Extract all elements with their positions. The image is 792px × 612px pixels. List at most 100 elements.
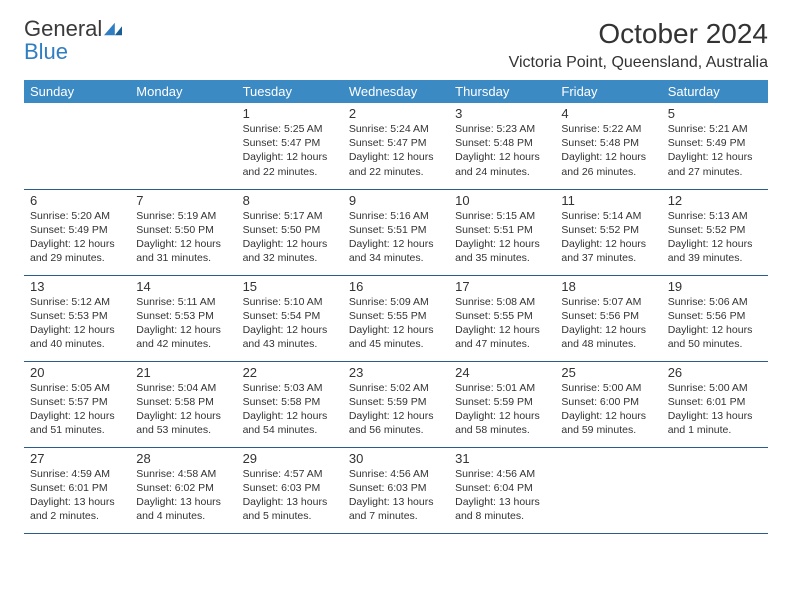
sunrise-line: Sunrise: 5:03 AM bbox=[243, 381, 337, 395]
logo: General Blue bbox=[24, 18, 122, 64]
sunrise-line: Sunrise: 5:09 AM bbox=[349, 295, 443, 309]
sunrise-line: Sunrise: 5:12 AM bbox=[30, 295, 124, 309]
day-number: 16 bbox=[349, 279, 443, 294]
daylight-line: Daylight: 12 hours and 48 minutes. bbox=[561, 323, 655, 351]
sunset-line: Sunset: 5:49 PM bbox=[30, 223, 124, 237]
day-number: 4 bbox=[561, 106, 655, 121]
sunset-line: Sunset: 5:47 PM bbox=[243, 136, 337, 150]
sunrise-line: Sunrise: 4:56 AM bbox=[349, 467, 443, 481]
sunset-line: Sunset: 5:50 PM bbox=[243, 223, 337, 237]
daylight-line: Daylight: 12 hours and 22 minutes. bbox=[243, 150, 337, 178]
day-cell: 18Sunrise: 5:07 AMSunset: 5:56 PMDayligh… bbox=[555, 275, 661, 361]
sunset-line: Sunset: 6:01 PM bbox=[30, 481, 124, 495]
day-header-mon: Monday bbox=[130, 80, 236, 103]
sunrise-line: Sunrise: 5:00 AM bbox=[561, 381, 655, 395]
day-number: 30 bbox=[349, 451, 443, 466]
day-number: 31 bbox=[455, 451, 549, 466]
daylight-line: Daylight: 12 hours and 51 minutes. bbox=[30, 409, 124, 437]
day-cell: 22Sunrise: 5:03 AMSunset: 5:58 PMDayligh… bbox=[237, 361, 343, 447]
calendar-table: Sunday Monday Tuesday Wednesday Thursday… bbox=[24, 80, 768, 534]
daylight-line: Daylight: 12 hours and 40 minutes. bbox=[30, 323, 124, 351]
day-number: 7 bbox=[136, 193, 230, 208]
logo-word2: Blue bbox=[24, 39, 68, 64]
day-cell: 17Sunrise: 5:08 AMSunset: 5:55 PMDayligh… bbox=[449, 275, 555, 361]
day-number: 8 bbox=[243, 193, 337, 208]
sunrise-line: Sunrise: 4:59 AM bbox=[30, 467, 124, 481]
day-cell: 2Sunrise: 5:24 AMSunset: 5:47 PMDaylight… bbox=[343, 103, 449, 189]
sunset-line: Sunset: 5:58 PM bbox=[243, 395, 337, 409]
day-number: 20 bbox=[30, 365, 124, 380]
sunrise-line: Sunrise: 5:07 AM bbox=[561, 295, 655, 309]
day-header-sat: Saturday bbox=[662, 80, 768, 103]
day-cell: 26Sunrise: 5:00 AMSunset: 6:01 PMDayligh… bbox=[662, 361, 768, 447]
sunset-line: Sunset: 5:57 PM bbox=[30, 395, 124, 409]
day-number: 6 bbox=[30, 193, 124, 208]
daylight-line: Daylight: 12 hours and 53 minutes. bbox=[136, 409, 230, 437]
sunrise-line: Sunrise: 5:15 AM bbox=[455, 209, 549, 223]
day-cell: 15Sunrise: 5:10 AMSunset: 5:54 PMDayligh… bbox=[237, 275, 343, 361]
sunrise-line: Sunrise: 5:13 AM bbox=[668, 209, 762, 223]
day-cell: 21Sunrise: 5:04 AMSunset: 5:58 PMDayligh… bbox=[130, 361, 236, 447]
day-number: 29 bbox=[243, 451, 337, 466]
sunrise-line: Sunrise: 5:17 AM bbox=[243, 209, 337, 223]
calendar-row: 6Sunrise: 5:20 AMSunset: 5:49 PMDaylight… bbox=[24, 189, 768, 275]
sunset-line: Sunset: 5:53 PM bbox=[136, 309, 230, 323]
daylight-line: Daylight: 12 hours and 54 minutes. bbox=[243, 409, 337, 437]
daylight-line: Daylight: 12 hours and 32 minutes. bbox=[243, 237, 337, 265]
logo-text-block: General Blue bbox=[24, 18, 122, 64]
logo-mark-icon bbox=[104, 22, 122, 36]
day-cell: 14Sunrise: 5:11 AMSunset: 5:53 PMDayligh… bbox=[130, 275, 236, 361]
calendar-row: 20Sunrise: 5:05 AMSunset: 5:57 PMDayligh… bbox=[24, 361, 768, 447]
empty-cell bbox=[662, 447, 768, 533]
day-number: 27 bbox=[30, 451, 124, 466]
day-cell: 28Sunrise: 4:58 AMSunset: 6:02 PMDayligh… bbox=[130, 447, 236, 533]
sunset-line: Sunset: 5:47 PM bbox=[349, 136, 443, 150]
sunset-line: Sunset: 5:48 PM bbox=[561, 136, 655, 150]
sunrise-line: Sunrise: 5:16 AM bbox=[349, 209, 443, 223]
sunset-line: Sunset: 5:51 PM bbox=[349, 223, 443, 237]
daylight-line: Daylight: 12 hours and 27 minutes. bbox=[668, 150, 762, 178]
day-number: 10 bbox=[455, 193, 549, 208]
day-cell: 6Sunrise: 5:20 AMSunset: 5:49 PMDaylight… bbox=[24, 189, 130, 275]
calendar-header-row: Sunday Monday Tuesday Wednesday Thursday… bbox=[24, 80, 768, 103]
day-cell: 12Sunrise: 5:13 AMSunset: 5:52 PMDayligh… bbox=[662, 189, 768, 275]
sunset-line: Sunset: 5:55 PM bbox=[455, 309, 549, 323]
daylight-line: Daylight: 13 hours and 2 minutes. bbox=[30, 495, 124, 523]
sunrise-line: Sunrise: 5:05 AM bbox=[30, 381, 124, 395]
sunrise-line: Sunrise: 4:58 AM bbox=[136, 467, 230, 481]
day-cell: 25Sunrise: 5:00 AMSunset: 6:00 PMDayligh… bbox=[555, 361, 661, 447]
sunrise-line: Sunrise: 5:24 AM bbox=[349, 122, 443, 136]
day-number: 25 bbox=[561, 365, 655, 380]
daylight-line: Daylight: 12 hours and 58 minutes. bbox=[455, 409, 549, 437]
day-number: 28 bbox=[136, 451, 230, 466]
sunrise-line: Sunrise: 5:11 AM bbox=[136, 295, 230, 309]
day-header-thu: Thursday bbox=[449, 80, 555, 103]
daylight-line: Daylight: 12 hours and 45 minutes. bbox=[349, 323, 443, 351]
sunrise-line: Sunrise: 5:10 AM bbox=[243, 295, 337, 309]
daylight-line: Daylight: 13 hours and 7 minutes. bbox=[349, 495, 443, 523]
daylight-line: Daylight: 12 hours and 37 minutes. bbox=[561, 237, 655, 265]
day-cell: 5Sunrise: 5:21 AMSunset: 5:49 PMDaylight… bbox=[662, 103, 768, 189]
sunset-line: Sunset: 6:03 PM bbox=[349, 481, 443, 495]
day-cell: 13Sunrise: 5:12 AMSunset: 5:53 PMDayligh… bbox=[24, 275, 130, 361]
day-number: 24 bbox=[455, 365, 549, 380]
day-cell: 24Sunrise: 5:01 AMSunset: 5:59 PMDayligh… bbox=[449, 361, 555, 447]
daylight-line: Daylight: 12 hours and 47 minutes. bbox=[455, 323, 549, 351]
sunrise-line: Sunrise: 5:01 AM bbox=[455, 381, 549, 395]
day-cell: 29Sunrise: 4:57 AMSunset: 6:03 PMDayligh… bbox=[237, 447, 343, 533]
sunset-line: Sunset: 5:56 PM bbox=[668, 309, 762, 323]
sunset-line: Sunset: 5:50 PM bbox=[136, 223, 230, 237]
sunrise-line: Sunrise: 4:56 AM bbox=[455, 467, 549, 481]
month-title: October 2024 bbox=[509, 18, 768, 50]
day-number: 17 bbox=[455, 279, 549, 294]
sunset-line: Sunset: 6:00 PM bbox=[561, 395, 655, 409]
daylight-line: Daylight: 12 hours and 43 minutes. bbox=[243, 323, 337, 351]
day-cell: 23Sunrise: 5:02 AMSunset: 5:59 PMDayligh… bbox=[343, 361, 449, 447]
day-number: 2 bbox=[349, 106, 443, 121]
sunrise-line: Sunrise: 5:23 AM bbox=[455, 122, 549, 136]
calendar-row: 27Sunrise: 4:59 AMSunset: 6:01 PMDayligh… bbox=[24, 447, 768, 533]
sunrise-line: Sunrise: 5:22 AM bbox=[561, 122, 655, 136]
sunrise-line: Sunrise: 5:04 AM bbox=[136, 381, 230, 395]
daylight-line: Daylight: 12 hours and 29 minutes. bbox=[30, 237, 124, 265]
sunrise-line: Sunrise: 4:57 AM bbox=[243, 467, 337, 481]
